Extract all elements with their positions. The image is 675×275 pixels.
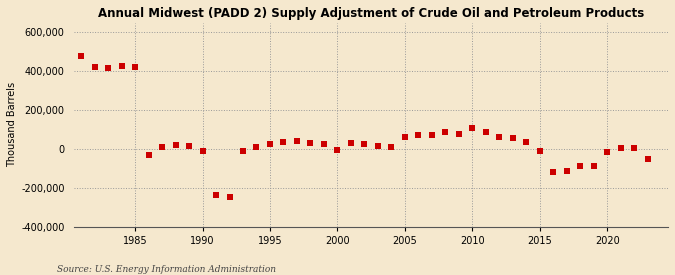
Point — [184, 144, 194, 148]
Point — [521, 139, 532, 144]
Point — [197, 149, 208, 153]
Point — [440, 130, 451, 134]
Point — [157, 145, 167, 149]
Title: Annual Midwest (PADD 2) Supply Adjustment of Crude Oil and Petroleum Products: Annual Midwest (PADD 2) Supply Adjustmen… — [98, 7, 645, 20]
Point — [143, 153, 154, 157]
Point — [359, 141, 370, 146]
Point — [130, 65, 140, 70]
Point — [346, 141, 356, 145]
Point — [400, 135, 410, 140]
Point — [292, 139, 302, 143]
Point — [548, 169, 559, 174]
Y-axis label: Thousand Barrels: Thousand Barrels — [7, 82, 17, 167]
Point — [413, 132, 424, 137]
Point — [278, 139, 289, 144]
Point — [305, 141, 316, 145]
Point — [643, 157, 653, 161]
Point — [494, 135, 505, 140]
Point — [265, 142, 275, 147]
Point — [238, 149, 248, 153]
Point — [508, 136, 518, 140]
Point — [103, 66, 113, 70]
Point — [616, 145, 626, 150]
Point — [211, 193, 221, 197]
Point — [454, 132, 464, 136]
Point — [373, 143, 383, 148]
Point — [589, 164, 599, 169]
Point — [386, 145, 397, 149]
Point — [116, 64, 127, 68]
Point — [602, 149, 613, 154]
Point — [427, 133, 437, 137]
Text: Source: U.S. Energy Information Administration: Source: U.S. Energy Information Administ… — [57, 265, 276, 274]
Point — [629, 145, 640, 150]
Point — [535, 148, 545, 153]
Point — [224, 195, 235, 199]
Point — [89, 65, 100, 70]
Point — [481, 129, 491, 134]
Point — [251, 145, 262, 149]
Point — [319, 141, 329, 146]
Point — [76, 53, 86, 58]
Point — [332, 148, 343, 152]
Point — [562, 169, 572, 173]
Point — [467, 126, 478, 130]
Point — [170, 143, 181, 147]
Point — [575, 164, 586, 169]
